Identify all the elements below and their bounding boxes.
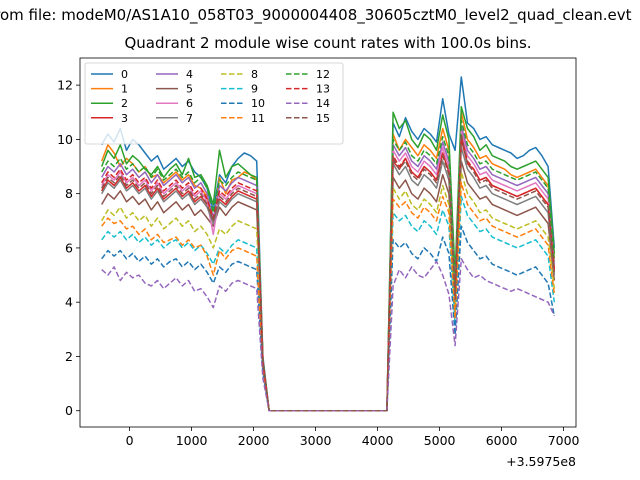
series-line-8 [101, 171, 556, 412]
x-tick-label: 2000 [238, 433, 270, 448]
legend-label: 7 [186, 112, 193, 125]
legend-label: 5 [186, 83, 193, 96]
legend-box [84, 62, 344, 145]
y-tick-label: 0 [65, 403, 73, 418]
x-tick-label: 3000 [300, 433, 332, 448]
series-line-15 [101, 133, 556, 412]
series-line-7 [101, 146, 556, 412]
plot-frame [79, 57, 577, 428]
y-tick-label: 2 [65, 349, 73, 364]
x-tick-label: 5000 [424, 433, 456, 448]
y-tick-label: 8 [65, 186, 73, 201]
legend-label: 6 [186, 97, 193, 110]
legend-label: 9 [251, 83, 258, 96]
series-line-11 [101, 182, 556, 412]
x-tick-label: 7000 [548, 433, 580, 448]
x-tick-label: 1000 [176, 433, 208, 448]
legend-label: 8 [251, 68, 258, 81]
figure-title-text: Plots from file: modeM0/AS1A10_058T03_90… [0, 6, 632, 24]
x-tick-label: 4000 [362, 433, 394, 448]
x-tick-label: 6000 [486, 433, 518, 448]
x-tick-label: 0 [126, 433, 134, 448]
legend-label: 3 [121, 112, 128, 125]
series-lines [100, 76, 556, 412]
y-tick-label: 12 [57, 78, 73, 93]
legend-label: 15 [316, 112, 330, 125]
y-tick-label: 6 [65, 240, 73, 255]
legend-label: 13 [316, 83, 330, 96]
legend-label: 2 [121, 97, 128, 110]
series-line-5 [101, 160, 556, 412]
legend-label: 1 [121, 83, 128, 96]
legend-label: 14 [316, 97, 330, 110]
legend-label: 11 [251, 112, 265, 125]
y-tick-label: 10 [57, 132, 73, 147]
legend-label: 12 [316, 68, 330, 81]
legend-label: 4 [186, 68, 193, 81]
x-offset-label: +3.5975e8 [506, 454, 576, 469]
series-line-2 [100, 106, 556, 412]
y-tick-label: 4 [65, 295, 73, 310]
series-line-6 [101, 130, 556, 412]
legend-label: 0 [121, 68, 128, 81]
legend-label: 10 [251, 97, 265, 110]
figure-title: Plots from file: modeM0/AS1A10_058T03_90… [0, 6, 640, 26]
series-line-14 [101, 258, 555, 412]
chart-title: Quadrant 2 module wise count rates with … [124, 34, 532, 52]
series-line-10 [101, 225, 556, 412]
series-line-9 [101, 195, 556, 412]
